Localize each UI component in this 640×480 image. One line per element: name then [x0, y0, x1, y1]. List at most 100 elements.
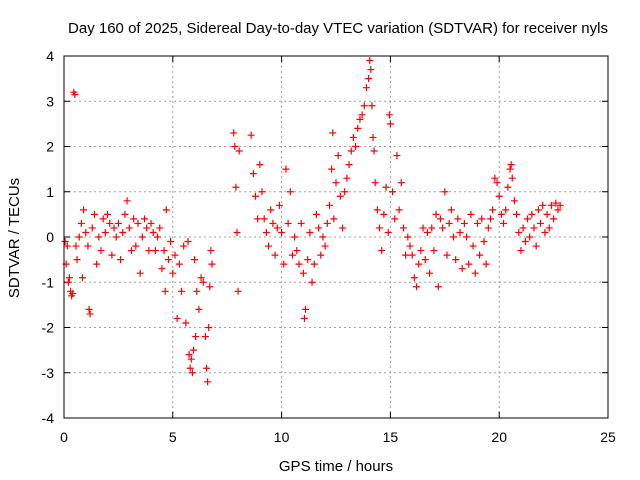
data-point: [273, 224, 281, 232]
data-point: [147, 219, 155, 227]
data-point: [106, 219, 114, 227]
data-point: [80, 206, 88, 214]
data-point: [90, 210, 98, 218]
y-tick-label: 2: [46, 139, 54, 155]
data-point: [352, 143, 360, 150]
data-point: [300, 314, 308, 322]
data-point: [297, 219, 305, 227]
data-point: [367, 66, 375, 74]
data-point: [208, 260, 216, 268]
y-tick-label: -2: [42, 320, 55, 336]
data-point: [72, 242, 80, 250]
data-point: [278, 228, 286, 236]
data-point: [484, 224, 492, 232]
data-point: [408, 251, 416, 259]
data-point: [371, 179, 379, 187]
data-point: [315, 224, 323, 232]
data-point: [362, 84, 370, 92]
data-point: [404, 233, 412, 241]
data-point: [528, 210, 536, 218]
data-point: [391, 215, 399, 223]
data-point: [507, 161, 515, 169]
data-point: [232, 183, 240, 191]
data-point: [310, 260, 318, 268]
x-tick-label: 0: [60, 429, 68, 445]
data-point: [334, 152, 342, 160]
data-point: [269, 219, 277, 227]
data-point: [347, 147, 355, 155]
data-point: [421, 256, 429, 264]
x-tick-label: 10: [274, 429, 290, 445]
data-point: [539, 201, 547, 209]
x-tick-label: 25: [600, 429, 616, 445]
data-point: [203, 364, 211, 372]
data-point: [104, 210, 112, 218]
data-point: [513, 210, 521, 218]
data-point: [329, 129, 337, 137]
data-point: [127, 247, 135, 255]
data-point: [158, 265, 166, 273]
data-point: [430, 247, 438, 255]
data-point: [178, 287, 186, 295]
data-point: [93, 260, 101, 268]
data-point: [231, 143, 239, 150]
data-point: [469, 242, 477, 250]
data-point: [256, 161, 264, 169]
data-point: [189, 346, 197, 354]
data-point: [164, 256, 172, 264]
data-point: [299, 269, 307, 277]
data-point: [526, 233, 534, 241]
data-point: [207, 247, 215, 255]
data-point: [456, 228, 464, 236]
data-point: [428, 224, 436, 232]
y-tick-label: 4: [46, 48, 54, 64]
y-tick-label: -1: [42, 274, 55, 290]
data-point: [247, 131, 255, 139]
data-point: [191, 256, 199, 264]
data-point: [476, 251, 484, 259]
data-point: [193, 287, 201, 295]
data-point: [452, 256, 460, 264]
y-tick-label: -4: [42, 410, 55, 426]
data-point: [330, 215, 338, 223]
data-point: [402, 251, 410, 259]
data-point: [447, 206, 455, 214]
data-point: [443, 251, 451, 259]
data-point: [323, 219, 331, 227]
data-point: [506, 165, 514, 173]
data-point: [78, 274, 86, 282]
data-point: [441, 188, 449, 196]
data-point: [465, 260, 473, 268]
data-point: [302, 305, 310, 313]
data-point: [304, 256, 312, 264]
data-point: [439, 224, 447, 232]
data-point: [167, 238, 175, 246]
data-point: [86, 310, 94, 318]
data-point: [187, 355, 195, 363]
data-point: [61, 238, 69, 246]
data-point: [454, 215, 462, 223]
data-point: [343, 174, 351, 182]
data-point: [328, 165, 336, 173]
data-point: [306, 228, 314, 236]
data-point: [254, 215, 262, 223]
data-point: [417, 247, 425, 255]
data-point: [188, 369, 196, 377]
data-point: [99, 215, 107, 223]
y-tick-label: 0: [46, 229, 54, 245]
data-point: [515, 228, 523, 236]
data-point: [478, 215, 486, 223]
data-point: [319, 233, 327, 241]
data-point: [336, 192, 344, 200]
data-point: [493, 179, 501, 187]
data-point: [235, 147, 243, 155]
data-point: [286, 188, 294, 196]
data-point: [280, 260, 288, 268]
data-point: [192, 333, 200, 341]
data-point: [445, 219, 453, 227]
data-point: [295, 260, 303, 268]
data-point: [145, 247, 153, 255]
data-point: [149, 228, 157, 236]
data-point: [325, 201, 333, 209]
